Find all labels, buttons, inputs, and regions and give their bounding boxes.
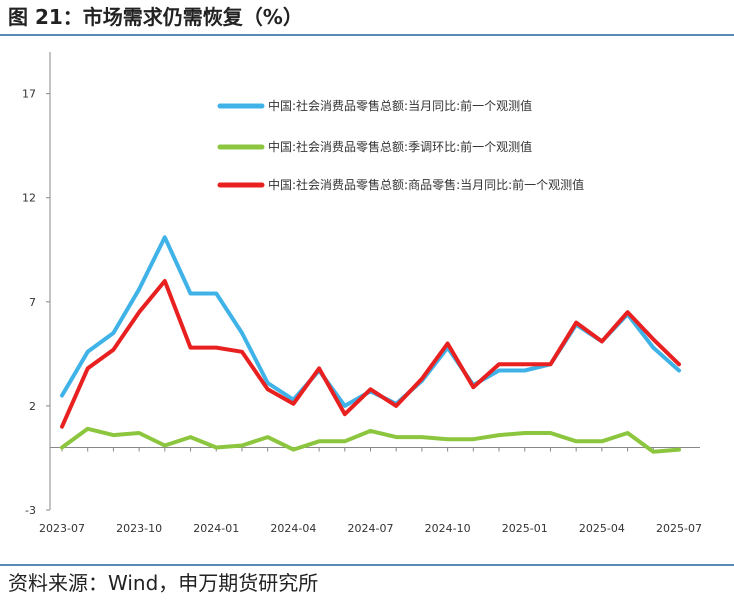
y-tick-label: 7 [29,296,36,309]
source-note: 资料来源：Wind，申万期货研究所 [8,571,319,595]
x-tick-label: 2024-07 [348,522,394,535]
x-tick-label: 2023-10 [116,522,162,535]
y-tick-label: 2 [29,400,36,413]
top-rule [0,34,734,36]
axes [49,52,700,510]
y-tick-labels: -3 2 7 12 17 [22,88,50,517]
series-line [60,235,681,408]
series-line [60,279,681,429]
x-tick-label: 2023-07 [39,522,85,535]
legend: 中国:社会消费品零售总额:当月同比:前一个观测值中国:社会消费品零售总额:季调环… [217,98,584,192]
y-tick-label: -3 [25,504,36,517]
y-tick-label: 12 [22,192,36,205]
series-line [60,426,681,454]
x-tick-label: 2024-01 [193,522,239,535]
legend-label: 中国:社会消费品零售总额:商品零售:当月同比:前一个观测值 [268,177,584,192]
chart-title: 图 21：市场需求仍需恢复（%） [8,5,303,29]
legend-label: 中国:社会消费品零售总额:季调环比:前一个观测值 [268,139,532,154]
x-tick-label: 2025-01 [502,522,548,535]
x-tick-label: 2024-04 [270,522,316,535]
bottom-rule [0,564,734,566]
x-tick-label: 2024-10 [425,522,471,535]
y-tick-label: 17 [22,88,36,101]
series-lines [60,235,681,454]
x-tick-label: 2025-04 [579,522,625,535]
legend-label: 中国:社会消费品零售总额:当月同比:前一个观测值 [268,98,532,113]
x-tick-labels: 2023-07 2023-10 2024-01 2024-04 2024-07 2024-… [39,447,702,535]
x-tick-label: 2025-07 [656,522,702,535]
